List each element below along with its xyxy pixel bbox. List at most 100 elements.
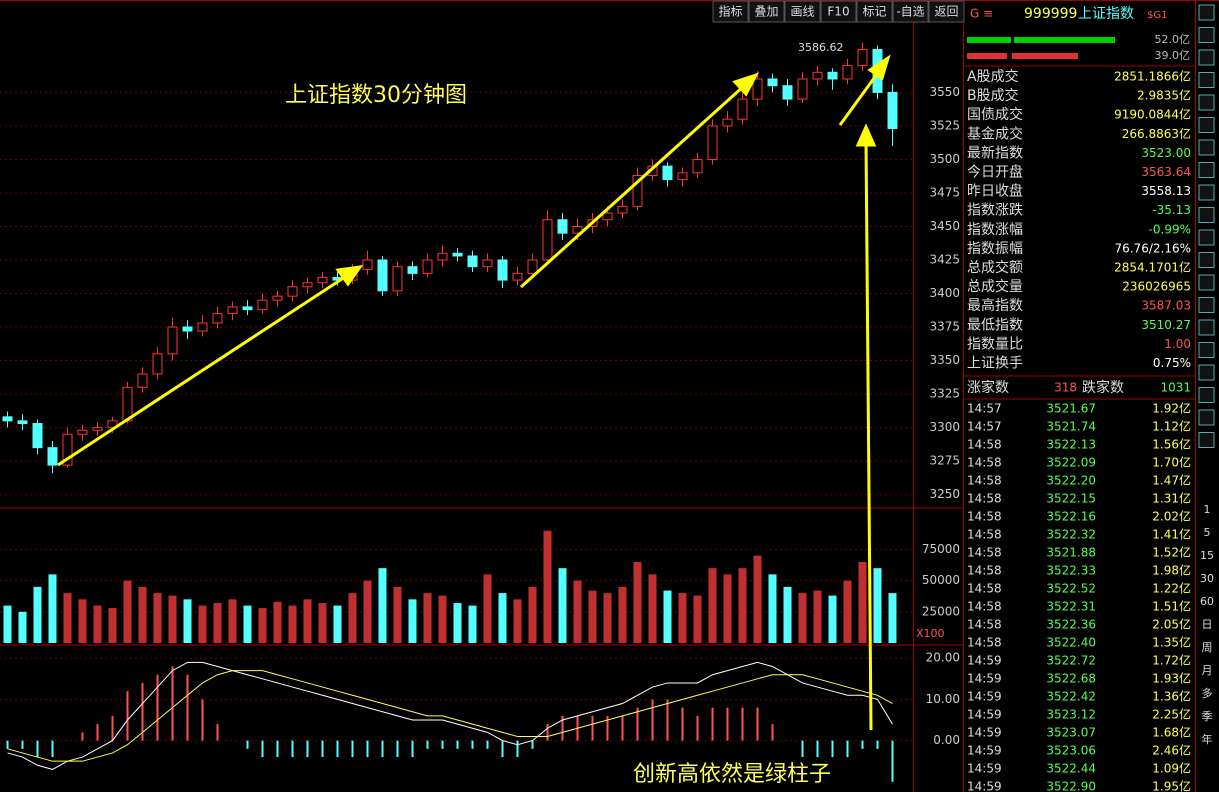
y-tick-label: 3475 [929,185,960,199]
period-button[interactable]: 30 [1200,572,1214,585]
tool-icon[interactable] [1198,297,1215,313]
y-tick-label: 3400 [929,286,960,300]
tool-icon[interactable] [1198,94,1215,111]
tick-time: 14:58 [967,438,1002,452]
candle-body [167,326,178,355]
candle-body [602,212,613,221]
tick-volume: 1.35亿 [1152,635,1191,650]
candle-body [62,433,73,466]
volume-bar [303,599,312,643]
tick-volume: 1.95亿 [1152,779,1191,792]
tool-icon[interactable] [1198,342,1215,358]
toolbar-button[interactable] [928,0,965,23]
period-button[interactable]: 季 [1202,710,1213,723]
toolbar-button[interactable] [820,0,857,23]
tool-icon[interactable] [1198,4,1215,21]
tick-price: 3522.44 [1046,762,1096,776]
chart-title: 上证指数30分钟图 [285,83,467,108]
period-button[interactable]: 日 [1202,618,1213,631]
candle-body [497,259,508,281]
tool-icon[interactable] [1198,162,1215,178]
toolbar-label[interactable]: 指标 [718,4,742,19]
toolbar-button[interactable] [712,0,749,23]
tool-icon[interactable] [1198,117,1215,133]
toolbar-label[interactable]: -自选 [896,5,924,19]
tick-price: 3522.68 [1046,672,1096,686]
toolbar-button[interactable] [892,0,929,23]
annotation: 创新高依然是绿柱子 [633,762,831,787]
tick-volume: 1.52亿 [1152,545,1191,560]
tool-icon[interactable] [1198,139,1215,156]
tool-icon[interactable] [1198,319,1215,336]
period-button[interactable]: 周 [1202,641,1213,654]
period-button[interactable]: 年 [1202,732,1213,746]
arrows [57,54,891,731]
y-tick-label: 50000 [922,573,960,587]
toolbar-button[interactable] [748,0,785,23]
toolbar-label[interactable]: 画线 [790,5,814,19]
tick-price: 3523.07 [1046,726,1096,740]
tool-icon[interactable] [1198,252,1215,268]
volume-bar [693,595,702,643]
breadth-label: 跌家数 [1082,379,1124,396]
stat-value: 9190.0844亿 [1114,107,1191,122]
period-button[interactable]: 月 [1202,664,1213,677]
tool-icon[interactable] [1198,49,1215,66]
toolbar-button[interactable] [784,0,821,23]
breadth-label: 涨家数 [967,379,1009,396]
volume-bar [663,590,672,643]
volume-bar [513,599,522,643]
candle-body [362,259,373,270]
volume-bar [123,580,132,643]
tool-icon[interactable] [1198,409,1215,426]
toolbar-label[interactable]: F10 [827,5,849,19]
period-button[interactable]: 5 [1204,526,1211,539]
volume-bar [783,586,792,643]
candle-body [737,98,748,120]
tick-volume: 1.47亿 [1152,473,1191,488]
y-tick-label: 3250 [929,487,960,501]
volume-bar [498,593,507,643]
tick-price: 3522.09 [1046,456,1096,470]
period-button[interactable]: 60 [1200,595,1214,608]
stat-label: 国债成交 [967,106,1023,123]
stat-label: A股成交 [967,68,1019,85]
volume-bar [18,611,27,643]
tool-icon[interactable] [1198,229,1215,246]
tool-icon[interactable] [1198,432,1215,448]
candle-body [482,259,493,268]
period-button[interactable]: 多 [1202,686,1213,700]
tick-volume: 1.09亿 [1152,761,1191,776]
candle-body [692,158,703,174]
y-tick-label: 3375 [929,320,960,334]
tick-price: 3522.32 [1046,528,1096,542]
candle-body [212,313,223,324]
tool-icon[interactable] [1198,364,1215,381]
tool-icon[interactable] [1198,27,1215,43]
toolbar-label[interactable]: 标记 [862,5,886,19]
tool-icon[interactable] [1198,274,1215,291]
period-button[interactable]: 15 [1200,549,1214,562]
tool-icon[interactable] [1198,184,1215,201]
tick-volume: 2.25亿 [1152,707,1191,722]
tool-icon[interactable] [1198,207,1215,223]
tool-icon[interactable] [1198,72,1215,88]
toolbar-label[interactable]: 返回 [934,5,958,19]
tool-icon[interactable] [1198,387,1215,403]
breadth-value: 318 [1054,381,1077,395]
volume-bar [258,608,267,643]
toolbar-button[interactable] [856,0,893,23]
tick-time: 14:59 [967,762,1002,776]
volume-bar [678,593,687,643]
volume-bar [33,586,42,643]
tick-price: 3521.67 [1046,402,1096,416]
candle-body [887,91,898,130]
volume-bar [378,568,387,643]
period-button[interactable]: 1 [1204,503,1211,516]
candle-body [857,48,868,67]
toolbar-label[interactable]: 叠加 [754,5,778,19]
candle-body [437,252,448,261]
stat-label: 指数涨幅 [967,222,1023,238]
tick-time: 14:59 [967,726,1002,740]
tick-price: 3523.06 [1046,744,1096,758]
